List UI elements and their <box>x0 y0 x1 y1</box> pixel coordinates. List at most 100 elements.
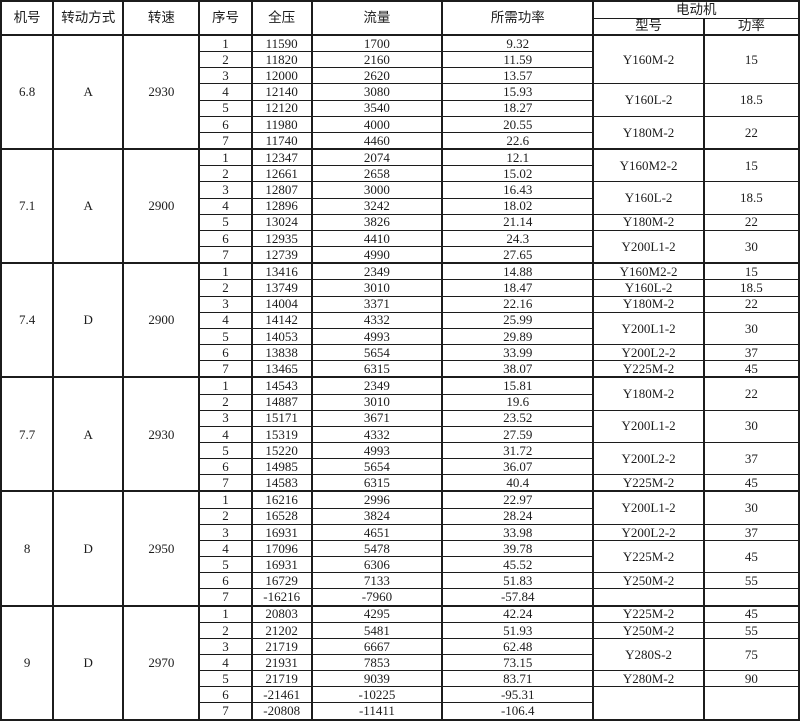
cell-seq-no: 2 <box>198 507 253 525</box>
col-header-seq-no: 序号 <box>198 0 253 36</box>
cell-flow-rate: 3080 <box>310 83 444 101</box>
cell-total-pressure: 14985 <box>250 458 313 476</box>
cell-motor-power: 30 <box>702 311 800 345</box>
cell-motor-model: Y280S-2 <box>592 637 705 672</box>
table-row: 7.7 A 2930 1 14543 2349 15.81 Y180M-2 22 <box>0 376 800 492</box>
cell-motor-power <box>702 686 800 721</box>
cell-total-pressure: 11820 <box>250 51 313 69</box>
cell-motor-model: Y225M-2 <box>592 539 705 574</box>
cell-total-pressure: -16216 <box>250 588 313 607</box>
cell-total-pressure: 12000 <box>250 67 313 85</box>
table-row: 6 16729 7133 51.83 Y250M-2 55 <box>1 572 800 590</box>
cell-total-pressure: -20808 <box>250 702 313 721</box>
cell-required-power: 45.52 <box>441 556 595 574</box>
cell-flow-rate: 2349 <box>310 262 444 281</box>
table-row: 4 15319 4332 27.59 <box>1 425 799 443</box>
cell-total-pressure: 13416 <box>250 262 313 281</box>
cell-required-power: 83.71 <box>441 670 595 688</box>
cell-seq-no: 2 <box>198 51 253 69</box>
cell-required-power: 16.43 <box>441 181 595 199</box>
cell-required-power: 19.6 <box>441 393 595 411</box>
cell-seq-no: 3 <box>198 409 253 427</box>
cell-motor-model: Y225M-2 <box>592 360 705 378</box>
cell-flow-rate: 4295 <box>310 604 444 623</box>
cell-seq-no: 6 <box>198 343 253 362</box>
cell-flow-rate: 4993 <box>310 327 444 345</box>
table-row: 2 16528 3824 28.24 <box>1 507 799 525</box>
cell-flow-rate: 3242 <box>310 197 444 215</box>
table-row: 7 -16216 -7960 -57.84 <box>1 588 800 607</box>
cell-seq-no: 4 <box>198 425 253 443</box>
cell-speed: 2900 <box>122 148 201 264</box>
cell-motor-model: Y180M-2 <box>592 376 705 411</box>
cell-flow-rate: 7133 <box>310 572 444 590</box>
cell-flow-rate: -10225 <box>310 686 444 704</box>
table-row: 4 14142 4332 25.99 Y200L1-2 30 <box>1 311 800 345</box>
cell-flow-rate: -7960 <box>310 588 444 607</box>
cell-motor-power: 18.5 <box>702 83 800 117</box>
cell-motor-power: 37 <box>702 441 800 476</box>
cell-seq-no: 1 <box>198 490 253 509</box>
cell-total-pressure: 13749 <box>250 279 313 297</box>
cell-motor-model: Y160M2-2 <box>592 148 705 183</box>
cell-required-power: 15.02 <box>441 165 595 183</box>
table-row: 7 12739 4990 27.65 <box>1 246 799 264</box>
cell-motor-model: Y200L2-2 <box>592 523 705 541</box>
cell-required-power: 23.52 <box>441 409 595 427</box>
table-row: 3 15171 3671 23.52 Y200L1-2 30 <box>1 409 800 443</box>
cell-required-power: 13.57 <box>441 67 595 85</box>
cell-flow-rate: 3671 <box>310 409 444 427</box>
cell-required-power: 14.88 <box>441 262 595 281</box>
cell-motor-power: 18.5 <box>702 279 800 297</box>
cell-required-power: 62.48 <box>441 637 595 656</box>
cell-total-pressure: 12120 <box>250 99 313 117</box>
cell-motor-power: 22 <box>702 376 800 411</box>
cell-required-power: 42.24 <box>441 604 595 623</box>
cell-flow-rate: 3000 <box>310 181 444 199</box>
cell-seq-no: 3 <box>198 523 253 541</box>
cell-motor-power: 45 <box>702 474 800 492</box>
table-row: 5 12120 3540 18.27 <box>1 99 799 117</box>
table-row: 6 11980 4000 20.55 Y180M-2 22 <box>1 115 800 150</box>
cell-motor-power: 15 <box>702 148 800 183</box>
cell-motor-model: Y180M-2 <box>592 213 705 231</box>
cell-total-pressure: 14053 <box>250 327 313 345</box>
cell-required-power: 11.59 <box>441 51 595 69</box>
col-header-motor-group: 电动机 <box>592 0 800 19</box>
table-row: 3 14004 3371 22.16 Y180M-2 22 <box>1 295 800 313</box>
table-row: 6 14985 5654 36.07 <box>1 458 799 476</box>
col-header-flow-rate: 流量 <box>310 0 444 36</box>
cell-flow-rate: 4993 <box>310 441 444 460</box>
cell-motor-model <box>592 588 705 607</box>
cell-required-power: 9.32 <box>441 34 595 53</box>
cell-total-pressure: 15220 <box>250 441 313 460</box>
table-row: 7.4 D 2900 1 13416 2349 14.88 Y160M2-2 15 <box>0 262 800 378</box>
cell-flow-rate: 3010 <box>310 393 444 411</box>
cell-total-pressure: 13838 <box>250 343 313 362</box>
table-row: 7 14583 6315 40.4 Y225M-2 45 <box>1 474 800 492</box>
table-row: 7 13465 6315 38.07 Y225M-2 45 <box>1 360 800 378</box>
cell-flow-rate: 6667 <box>310 637 444 656</box>
table-row: 2 21202 5481 51.93 Y250M-2 55 <box>1 621 800 639</box>
cell-seq-no: 4 <box>198 539 253 558</box>
cell-seq-no: 7 <box>198 474 253 492</box>
cell-seq-no: 6 <box>198 572 253 590</box>
cell-seq-no: 3 <box>198 637 253 656</box>
cell-flow-rate: 3826 <box>310 213 444 231</box>
cell-motor-model: Y250M-2 <box>592 621 705 639</box>
cell-motor-power <box>702 588 800 607</box>
cell-seq-no: 4 <box>198 654 253 672</box>
cell-required-power: 22.6 <box>441 131 595 150</box>
cell-seq-no: 4 <box>198 83 253 101</box>
cell-flow-rate: 4332 <box>310 425 444 443</box>
cell-seq-no: 5 <box>198 327 253 345</box>
cell-flow-rate: 6315 <box>310 360 444 378</box>
cell-flow-rate: 2658 <box>310 165 444 183</box>
cell-total-pressure: 11980 <box>250 115 313 133</box>
cell-seq-no: 2 <box>198 165 253 183</box>
col-header-required-power: 所需功率 <box>441 0 595 36</box>
table-row: 2 13749 3010 18.47 Y160L-2 18.5 <box>1 279 800 297</box>
cell-motor-model: Y180M-2 <box>592 295 705 313</box>
cell-machine-no: 6.8 <box>0 33 55 150</box>
